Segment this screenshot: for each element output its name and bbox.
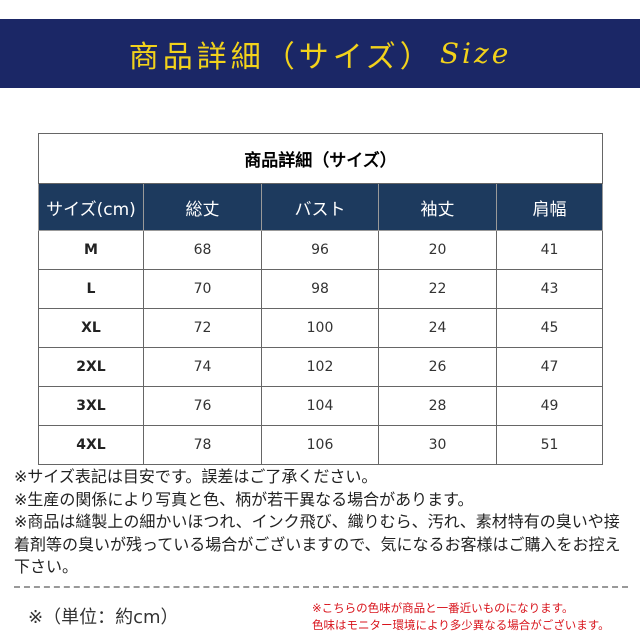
banner-title: 商品詳細（サイズ）: [128, 39, 434, 75]
value-cell: 24: [378, 308, 497, 348]
value-cell: 49: [496, 386, 603, 426]
value-cell: 98: [261, 269, 379, 309]
note-1: ※サイズ表記は目安です。誤差はご了承ください。: [14, 467, 378, 486]
value-cell: 74: [143, 347, 262, 387]
value-cell: 51: [496, 425, 603, 465]
value-cell: 72: [143, 308, 262, 348]
table-header-row: サイズ(cm) 総丈 バスト 袖丈 肩幅: [38, 183, 603, 231]
table-title: 商品詳細（サイズ）: [38, 133, 603, 184]
value-cell: 104: [261, 386, 379, 426]
size-cell: 3XL: [38, 386, 144, 426]
value-cell: 22: [378, 269, 497, 309]
value-cell: 68: [143, 230, 262, 270]
table-row: 3XL 76 104 28 49: [38, 386, 603, 426]
dashed-divider: [14, 586, 628, 588]
table-row: 4XL 78 106 30 51: [38, 425, 603, 465]
header-shoulder: 肩幅: [496, 183, 603, 231]
color-note: ※こちらの色味が商品と一番近いものになります。 色味はモニター環境により多少異な…: [312, 600, 610, 634]
header-bust: バスト: [261, 183, 379, 231]
value-cell: 100: [261, 308, 379, 348]
size-cell: 2XL: [38, 347, 144, 387]
value-cell: 78: [143, 425, 262, 465]
size-cell: 4XL: [38, 425, 144, 465]
value-cell: 45: [496, 308, 603, 348]
unit-note: ※（単位：約cm）: [28, 607, 179, 628]
value-cell: 47: [496, 347, 603, 387]
header-sleeve: 袖丈: [378, 183, 497, 231]
size-cell: XL: [38, 308, 144, 348]
value-cell: 28: [378, 386, 497, 426]
color-note-2: 色味はモニター環境により多少異なる場合がございます。: [312, 618, 610, 632]
value-cell: 96: [261, 230, 379, 270]
value-cell: 41: [496, 230, 603, 270]
value-cell: 43: [496, 269, 603, 309]
table-row: M 68 96 20 41: [38, 230, 603, 270]
table-row: XL 72 100 24 45: [38, 308, 603, 348]
value-cell: 26: [378, 347, 497, 387]
value-cell: 102: [261, 347, 379, 387]
notes: ※サイズ表記は目安です。誤差はご了承ください。 ※生産の関係により写真と色、柄が…: [14, 466, 634, 579]
value-cell: 106: [261, 425, 379, 465]
banner: 商品詳細（サイズ） Size: [0, 19, 640, 88]
size-cell: L: [38, 269, 144, 309]
table-row: 2XL 74 102 26 47: [38, 347, 603, 387]
value-cell: 70: [143, 269, 262, 309]
header-length: 総丈: [143, 183, 262, 231]
color-note-1: ※こちらの色味が商品と一番近いものになります。: [312, 601, 574, 615]
table-row: L 70 98 22 43: [38, 269, 603, 309]
note-2: ※生産の関係により写真と色、柄が若干異なる場合があります。: [14, 489, 474, 509]
value-cell: 76: [143, 386, 262, 426]
value-cell: 30: [378, 425, 497, 465]
size-cell: M: [38, 230, 144, 270]
banner-size-label: Size: [439, 37, 512, 70]
note-3: ※商品は縫製上の細かいほつれ、インク飛び、織りむら、汚れ、素材特有の臭いや接着剤…: [14, 512, 621, 576]
size-table: 商品詳細（サイズ） サイズ(cm) 総丈 バスト 袖丈 肩幅 M 68 96 20 41…: [38, 133, 603, 465]
header-size: サイズ(cm): [38, 183, 144, 231]
value-cell: 20: [378, 230, 497, 270]
